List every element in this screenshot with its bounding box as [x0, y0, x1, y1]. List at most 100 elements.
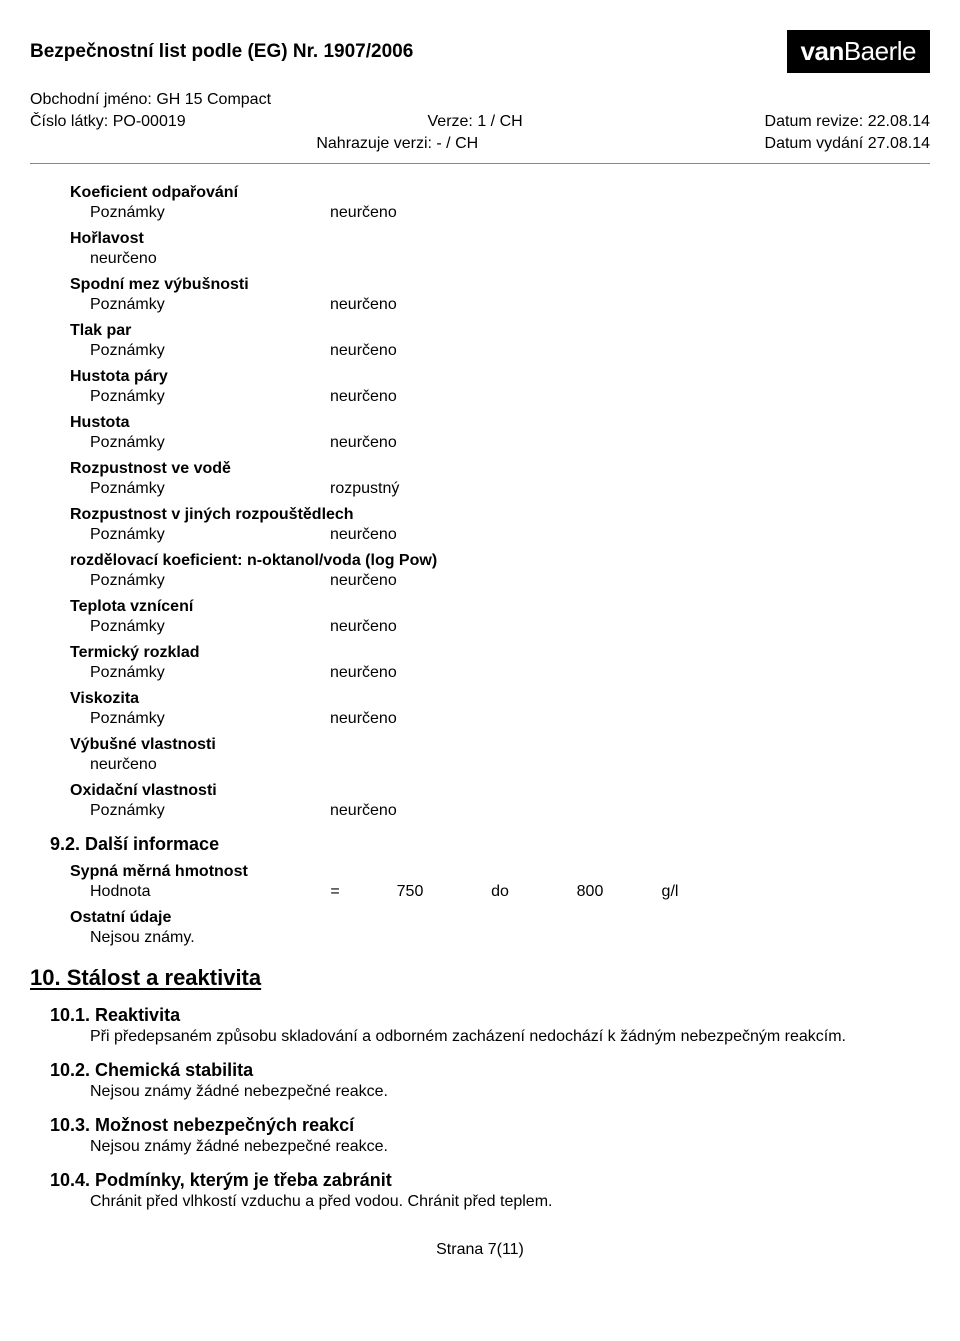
section-10-title: 10. Stálost a reaktivita — [30, 965, 930, 991]
property-value: neurčeno — [330, 434, 397, 452]
property-block: Rozpustnost ve vodě Poznámkyrozpustný — [70, 460, 930, 498]
property-title: Hořlavost — [70, 230, 930, 248]
brand-logo: vanBaerle — [787, 30, 930, 73]
revise-cell: Datum revize: 22.08.14 — [765, 113, 930, 131]
property-notes-label: Poznámky — [70, 618, 330, 636]
property-kv-row: Poznámkyneurčeno — [70, 802, 930, 820]
content-body: Koeficient odpařováníPoznámkyneurčenoHoř… — [30, 184, 930, 1211]
other-data-title: Ostatní údaje — [70, 909, 930, 927]
property-value: neurčeno — [330, 526, 397, 544]
property-block: Rozpustnost v jiných rozpouštědlech Pozná… — [70, 506, 930, 544]
bulk-density-title: Sypná měrná hmotnost — [70, 863, 930, 881]
property-title: rozdělovací koeficient: n-oktanol/voda (… — [70, 552, 930, 570]
substance-no: Číslo látky: PO-00019 — [30, 113, 186, 131]
property-value: neurčeno — [330, 296, 397, 314]
version-value: 1 / CH — [477, 113, 522, 130]
property-title: Viskozita — [70, 690, 930, 708]
property-block: Hustota páry Poznámkyneurčeno — [70, 368, 930, 406]
meta-row-1: Číslo látky: PO-00019 Verze: 1 / CH Datu… — [30, 113, 930, 131]
issue-date: 27.08.14 — [868, 135, 930, 152]
section-10-1-title: 10.1. Reaktivita — [50, 1005, 930, 1026]
property-block: Koeficient odpařování Poznámkyneurčeno — [70, 184, 930, 222]
property-block: rozdělovací koeficient: n-oktanol/voda (… — [70, 552, 930, 590]
property-notes-label: Poznámky — [70, 526, 330, 544]
logo-light: Baerle — [844, 36, 916, 66]
property-kv-row: Poznámkyneurčeno — [70, 664, 930, 682]
property-block: Teplota vznícení Poznámkyneurčeno — [70, 598, 930, 636]
properties-list: Koeficient odpařováníPoznámkyneurčenoHoř… — [70, 184, 930, 820]
property-block: Spodní mez výbušnosti Poznámkyneurčeno — [70, 276, 930, 314]
property-title: Rozpustnost v jiných rozpouštědlech — [70, 506, 930, 524]
trade-name-value: GH 15 Compact — [156, 91, 271, 108]
property-value: neurčeno — [330, 388, 397, 406]
trade-name-row: Obchodní jméno: GH 15 Compact — [30, 91, 930, 109]
property-kv-row: Poznámkyneurčeno — [70, 572, 930, 590]
property-value: neurčeno — [330, 572, 397, 590]
value-eq: = — [310, 883, 360, 901]
property-title: Hustota — [70, 414, 930, 432]
property-notes-label: Poznámky — [70, 296, 330, 314]
header-row: Bezpečnostní list podle (EG) Nr. 1907/20… — [30, 30, 930, 73]
property-block: Hořlavostneurčeno — [70, 230, 930, 268]
property-notes-label: Poznámky — [70, 204, 330, 222]
property-notes-label: Poznámky — [70, 664, 330, 682]
property-notes-label: Poznámky — [70, 388, 330, 406]
meta-block: Obchodní jméno: GH 15 Compact Číslo látk… — [30, 91, 930, 153]
property-notes-label: Poznámky — [70, 802, 330, 820]
property-title: Výbušné vlastnosti — [70, 736, 930, 754]
property-kv-row: Poznámkyneurčeno — [70, 526, 930, 544]
property-title: Teplota vznícení — [70, 598, 930, 616]
property-block: Termický rozklad Poznámkyneurčeno — [70, 644, 930, 682]
header-divider — [30, 163, 930, 164]
section-10-2-text: Nejsou známy žádné nebezpečné reakce. — [70, 1083, 930, 1101]
property-value: neurčeno — [330, 710, 397, 728]
logo-bold: van — [801, 36, 844, 66]
other-data-text: Nejsou známy. — [70, 929, 930, 947]
property-value: neurčeno — [330, 618, 397, 636]
property-notes-label: Poznámky — [70, 434, 330, 452]
property-value: neurčeno — [330, 802, 397, 820]
property-kv-row: Poznámkyneurčeno — [70, 434, 930, 452]
section-10-3-title: 10.3. Možnost nebezpečných reakcí — [50, 1115, 930, 1136]
property-title: Rozpustnost ve vodě — [70, 460, 930, 478]
property-kv-row: Poznámkyneurčeno — [70, 710, 930, 728]
value-to: do — [460, 883, 540, 901]
section-10-4-title: 10.4. Podmínky, kterým je třeba zabránit — [50, 1170, 930, 1191]
property-value-plain: neurčeno — [70, 756, 930, 774]
bulk-density-value-row: Hodnota = 750 do 800 g/l — [70, 883, 930, 901]
property-block: Výbušné vlastnosti neurčeno — [70, 736, 930, 774]
page: Bezpečnostní list podle (EG) Nr. 1907/20… — [0, 0, 960, 1279]
revise-label: Datum revize: — [765, 113, 864, 130]
replaces-cell: Nahrazuje verzi: - / CH — [316, 135, 478, 153]
property-kv-row: Poznámkyneurčeno — [70, 296, 930, 314]
substance-no-value: PO-00019 — [113, 113, 186, 130]
property-title: Oxidační vlastnosti — [70, 782, 930, 800]
trade-name-label: Obchodní jméno: — [30, 91, 152, 108]
section-10-3-text: Nejsou známy žádné nebezpečné reakce. — [70, 1138, 930, 1156]
property-title: Termický rozklad — [70, 644, 930, 662]
property-value: neurčeno — [330, 204, 397, 222]
value-unit: g/l — [640, 883, 700, 901]
value-v1: 750 — [360, 883, 460, 901]
property-block: Viskozita Poznámkyneurčeno — [70, 690, 930, 728]
page-footer: Strana 7(11) — [30, 1241, 930, 1259]
property-kv-row: Poznámkyneurčeno — [70, 388, 930, 406]
replaces-value: - / CH — [436, 135, 478, 152]
property-notes-label: Poznámky — [70, 480, 330, 498]
substance-no-label: Číslo látky: — [30, 113, 108, 130]
property-kv-row: Poznámkyrozpustný — [70, 480, 930, 498]
value-label: Hodnota — [90, 883, 310, 901]
property-notes-label: Poznámky — [70, 710, 330, 728]
doc-title: Bezpečnostní list podle (EG) Nr. 1907/20… — [30, 41, 413, 63]
property-title: Spodní mez výbušnosti — [70, 276, 930, 294]
property-value: rozpustný — [330, 480, 399, 498]
property-title: Koeficient odpařování — [70, 184, 930, 202]
property-title: Hustota páry — [70, 368, 930, 386]
property-block: Hustota Poznámkyneurčeno — [70, 414, 930, 452]
version-label: Verze: — [428, 113, 473, 130]
value-v2: 800 — [540, 883, 640, 901]
property-notes-label: Poznámky — [70, 572, 330, 590]
property-block: Oxidační vlastnosti Poznámkyneurčeno — [70, 782, 930, 820]
section-10-2-title: 10.2. Chemická stabilita — [50, 1060, 930, 1081]
property-kv-row: Poznámkyneurčeno — [70, 618, 930, 636]
